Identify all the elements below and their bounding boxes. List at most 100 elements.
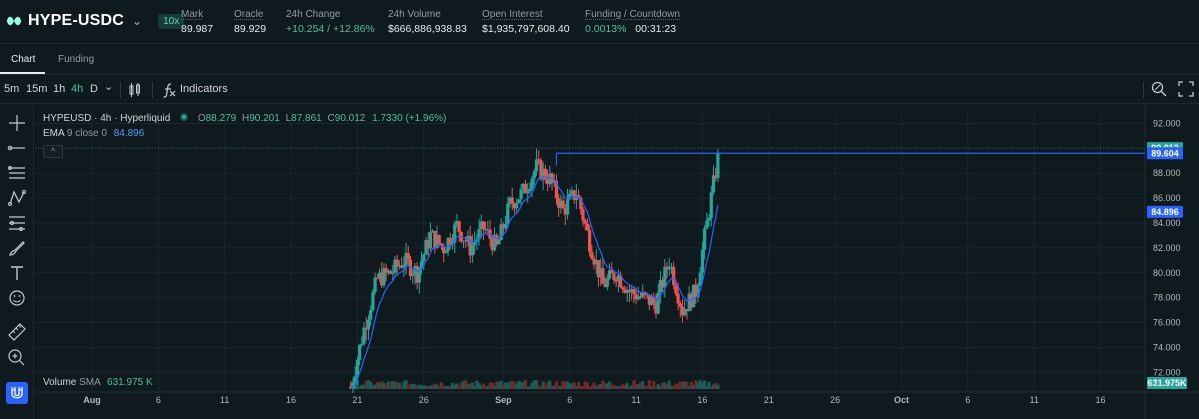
timeframe-d[interactable]: D [90, 83, 98, 95]
x-tick-label: 16 [286, 395, 296, 405]
stat-label: Open Interest [482, 9, 570, 20]
y-tick-label: 84.000 [1153, 218, 1181, 228]
candle-body [533, 171, 536, 178]
x-tick-label: 26 [419, 395, 429, 405]
zoom-in-tool[interactable] [6, 347, 28, 367]
x-tick-label: Aug [83, 395, 101, 405]
candle-body [561, 201, 564, 209]
zoom-search-icon[interactable] [1151, 81, 1167, 97]
x-tick-label: 11 [1029, 395, 1038, 405]
smiley-icon [6, 288, 28, 308]
candle-body [444, 251, 447, 253]
emoji-tool[interactable] [6, 288, 28, 308]
drawing-toolbar [0, 105, 34, 419]
candle-body [367, 320, 370, 330]
x-tick-label: 16 [1096, 395, 1106, 405]
stat-label: 24h Volume [388, 9, 467, 20]
tab-funding[interactable]: Funding [58, 54, 94, 65]
candle-body [528, 189, 531, 191]
stat-label: Mark [181, 9, 213, 20]
stat-value: +10.254 / +12.86% [286, 23, 375, 35]
pair-selector[interactable]: HYPE-USDC ⌄ 10x [6, 12, 184, 30]
candle-body [537, 159, 540, 160]
fib-tool[interactable] [6, 213, 28, 233]
volume-legend[interactable]: Volume SMA 631.975 K [43, 377, 153, 388]
change-value: 1.7330 (+1.96%) [372, 113, 446, 124]
channel-tool[interactable] [6, 163, 28, 183]
text-tool[interactable] [6, 263, 28, 283]
candle-body [705, 221, 708, 229]
ema-legend[interactable]: EMA 9 close 0 84.896 [43, 128, 144, 139]
candle-body [590, 252, 593, 259]
tab-chart[interactable]: Chart [11, 54, 35, 65]
candle-body [601, 268, 604, 284]
candle-body [526, 191, 529, 193]
candle-body [663, 267, 666, 288]
candle-body [497, 240, 500, 244]
candle-body [411, 274, 414, 276]
crosshair-tool[interactable] [6, 113, 28, 133]
chevron-down-icon[interactable]: ⌄ [132, 14, 142, 28]
stat-label: Funding / Countdown [585, 9, 680, 20]
price-chart[interactable]: 92.00090.00088.00086.00084.00082.00080.0… [35, 105, 1199, 419]
y-tick-label: 82.000 [1153, 243, 1181, 253]
candle-body [511, 198, 514, 204]
timeframe-4h[interactable]: 4h [71, 83, 83, 95]
stat-value: $1,935,797,608.40 [482, 23, 570, 35]
candle-body [517, 199, 520, 203]
candle-style-icon[interactable] [128, 82, 142, 98]
volume-value: 631.975 K [107, 377, 153, 388]
collapse-legend-button[interactable]: ^ [43, 145, 63, 158]
hyperliquid-logo-icon [6, 14, 22, 28]
y-tick-label: 88.000 [1153, 168, 1181, 178]
stat-24h-change: 24h Change +10.254 / +12.86% [286, 9, 375, 35]
timeframe-chevron-down-icon[interactable]: ⌄ [104, 80, 113, 93]
stat-funding: Funding / Countdown 0.0013% 00:31:23 [585, 9, 680, 35]
x-tick-label: 6 [156, 395, 161, 405]
fullscreen-icon[interactable] [1178, 81, 1194, 97]
candle-body [519, 189, 522, 199]
zigzag-pattern-icon [6, 188, 28, 208]
x-tick-label: 26 [830, 395, 840, 405]
pattern-tool[interactable] [6, 188, 28, 208]
indicators-fx-icon[interactable] [162, 82, 176, 98]
candle-body [458, 221, 461, 232]
x-tick-label: 16 [697, 395, 707, 405]
candle-body [581, 209, 584, 220]
chart-area[interactable]: 92.00090.00088.00086.00084.00082.00080.0… [35, 105, 1199, 419]
stat-value: 89.929 [234, 23, 266, 35]
price-label-text: 89.604 [1151, 148, 1179, 158]
text-icon [6, 263, 28, 283]
ema-label: EMA [43, 128, 64, 139]
candle-body [373, 278, 376, 293]
candle-body [358, 345, 361, 360]
candle-body [566, 199, 569, 214]
toolbar-divider [120, 82, 121, 98]
price-label-text: 84.896 [1151, 207, 1179, 217]
low-value: 87.861 [291, 113, 322, 124]
close-value: 90.012 [335, 113, 366, 124]
brush-tool[interactable] [6, 238, 28, 258]
candle-body [360, 344, 363, 345]
timeframe-15m[interactable]: 15m [26, 83, 47, 95]
candle-body [531, 178, 534, 188]
candle-body [422, 255, 425, 261]
x-tick-label: Sep [495, 395, 512, 405]
x-tick-label: 6 [567, 395, 572, 405]
y-tick-label: 92.000 [1153, 118, 1181, 128]
ema-params: 9 close 0 [67, 128, 107, 139]
magnet-tool[interactable] [6, 382, 28, 404]
y-tick-label: 74.000 [1153, 342, 1181, 352]
zoom-in-icon [6, 347, 28, 367]
ruler-icon [6, 321, 28, 341]
timeframe-1h[interactable]: 1h [53, 83, 65, 95]
candle-body [369, 310, 372, 320]
candle-body [438, 235, 441, 244]
timeframe-5m[interactable]: 5m [4, 83, 19, 95]
trend-line-tool[interactable] [6, 138, 28, 158]
pair-name: HYPE-USDC [28, 12, 124, 30]
indicators-button[interactable]: Indicators [180, 83, 228, 95]
measure-tool[interactable] [6, 321, 28, 341]
candle-body [606, 278, 609, 286]
volume-label: Volume [43, 377, 76, 388]
